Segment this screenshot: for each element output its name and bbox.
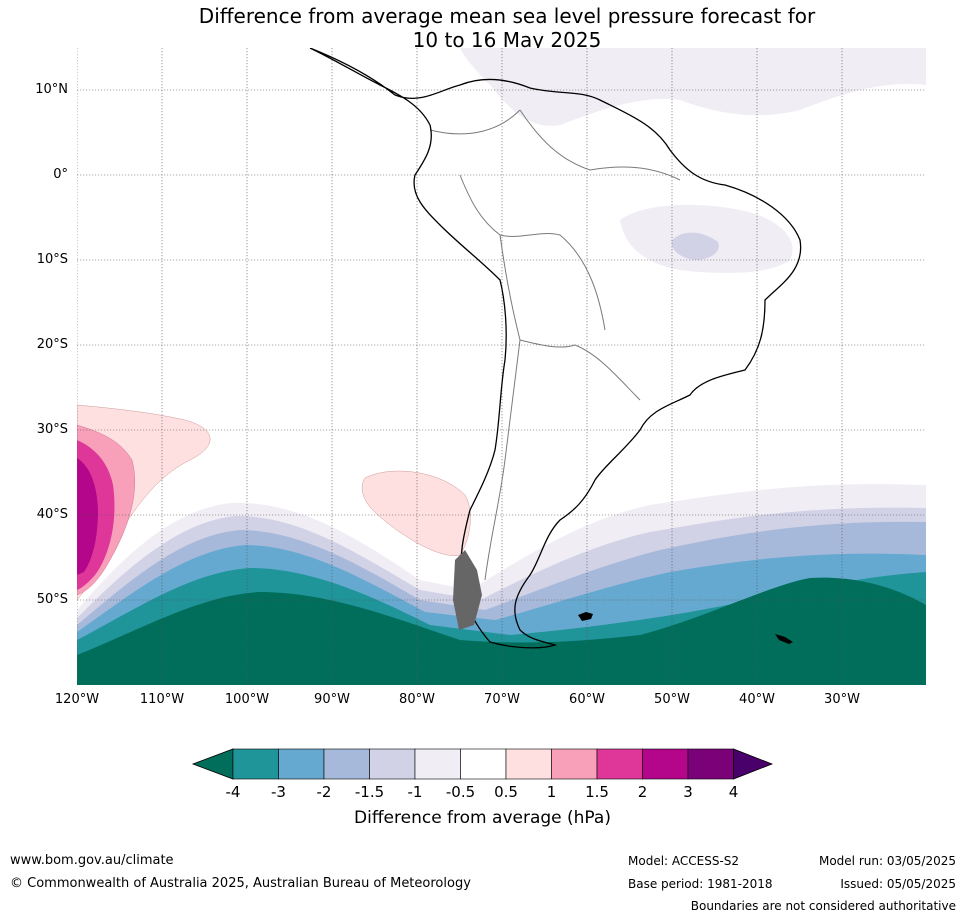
lon-label-80w: 80°W bbox=[399, 692, 435, 707]
fuegian-archipelago bbox=[453, 550, 482, 630]
falkland-islands bbox=[578, 612, 593, 621]
footer-disclaimer: Boundaries are not considered authoritat… bbox=[690, 899, 956, 913]
lat-label-20s: 20°S bbox=[36, 337, 68, 352]
colorbar-tick-label: 0.5 bbox=[494, 783, 518, 801]
south-georgia bbox=[775, 634, 793, 644]
colorbar-tick-label: -1 bbox=[407, 783, 423, 801]
lon-label-90w: 90°W bbox=[314, 692, 350, 707]
lat-label-0: 0° bbox=[53, 167, 68, 182]
anomaly-band-neg-4 bbox=[77, 577, 926, 685]
chart-title: Difference from average mean sea level p… bbox=[0, 4, 965, 52]
lat-label-10s: 10°S bbox=[36, 252, 68, 267]
lon-label-120w: 120°W bbox=[54, 692, 100, 707]
colorbar-tick-label: 2 bbox=[637, 783, 648, 801]
lon-label-110w: 110°W bbox=[139, 692, 185, 707]
colorbar-tick-label: -3 bbox=[271, 783, 286, 801]
lon-label-70w: 70°W bbox=[484, 692, 520, 707]
colorbar-tick-label: -4 bbox=[225, 783, 241, 801]
colorbar-tick-label: 1 bbox=[546, 783, 557, 801]
footer-copyright: © Commonwealth of Australia 2025, Austra… bbox=[10, 876, 471, 891]
footer-base-period: Base period: 1981-2018 bbox=[628, 877, 773, 891]
colorbar-tick-label: 1.5 bbox=[585, 783, 609, 801]
footer-model: Model: ACCESS-S2 bbox=[628, 854, 740, 868]
anomaly-area-pos-2 bbox=[77, 458, 98, 575]
colorbar-title: Difference from average (hPa) bbox=[354, 808, 611, 828]
lat-label-40s: 40°S bbox=[36, 507, 68, 522]
colorbar-tick-label: -2 bbox=[316, 783, 332, 801]
title-line-1: Difference from average mean sea level p… bbox=[198, 4, 816, 28]
lon-label-100w: 100°W bbox=[224, 692, 270, 707]
lon-label-50w: 50°W bbox=[654, 692, 690, 707]
map-area bbox=[77, 48, 926, 685]
anomaly-area-amazon-neg-1-5 bbox=[671, 232, 719, 260]
colorbar-tick-label: 4 bbox=[728, 783, 739, 801]
lon-label-40w: 40°W bbox=[739, 692, 775, 707]
footer-issued: Issued: 05/05/2025 bbox=[840, 877, 956, 891]
graticule bbox=[77, 48, 926, 685]
anomaly-area-central-pos bbox=[361, 470, 471, 556]
anomaly-area-north-neg-1 bbox=[460, 48, 926, 126]
footer-model-run: Model run: 03/05/2025 bbox=[818, 854, 956, 868]
lat-label-10n: 10°N bbox=[35, 82, 68, 97]
country-borders bbox=[429, 109, 681, 581]
lon-label-60w: 60°W bbox=[569, 692, 605, 707]
south-america-coastline bbox=[309, 48, 802, 649]
colorbar-tick-label: -0.5 bbox=[445, 783, 476, 801]
colorbar-tick-label: -1.5 bbox=[354, 783, 385, 801]
lat-label-30s: 30°S bbox=[36, 422, 68, 437]
lon-label-30w: 30°W bbox=[824, 692, 860, 707]
footer-website[interactable]: www.bom.gov.au/climate bbox=[10, 853, 174, 868]
lat-label-50s: 50°S bbox=[36, 592, 68, 607]
colorbar-tick-label: 3 bbox=[683, 783, 693, 801]
